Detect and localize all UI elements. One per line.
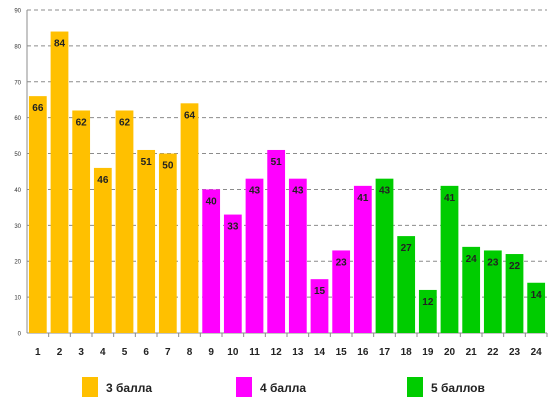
bar [397, 236, 416, 333]
legend-layer: 3 балла 4 балла 5 баллов [82, 377, 485, 397]
bar [440, 185, 459, 333]
y-tick-label: 60 [14, 116, 21, 122]
data-label: 22 [509, 261, 521, 272]
bar [180, 103, 199, 333]
bar [202, 189, 221, 333]
y-tick-label: 20 [14, 260, 21, 266]
bar [245, 178, 264, 333]
data-label: 50 [162, 161, 174, 172]
bar [483, 250, 502, 333]
x-tick-label: 8 [187, 347, 193, 358]
x-tick-label: 1 [35, 347, 41, 358]
bar [505, 254, 524, 333]
x-tick-label: 19 [422, 347, 434, 358]
bar [72, 110, 91, 333]
x-tick-label: 20 [444, 347, 456, 358]
data-label: 40 [206, 196, 218, 207]
bar [50, 31, 69, 334]
x-tick-label: 7 [165, 347, 171, 358]
x-tick-label: 14 [314, 347, 326, 358]
data-label: 66 [32, 103, 44, 114]
x-tick-label: 11 [249, 347, 260, 358]
bar [353, 185, 372, 333]
data-label: 12 [422, 297, 434, 308]
bar [93, 167, 112, 333]
x-tick-label: 15 [336, 347, 348, 358]
y-tick-label: 90 [14, 9, 21, 15]
data-label: 62 [119, 117, 131, 128]
data-label: 62 [76, 117, 88, 128]
bar [28, 96, 47, 333]
bar [527, 282, 546, 333]
data-label: 43 [379, 186, 391, 197]
data-label: 43 [292, 186, 304, 197]
x-tick-label: 16 [357, 347, 369, 358]
bar [115, 110, 134, 333]
y-tick-label: 50 [14, 152, 21, 158]
y-tick-label: 40 [14, 188, 21, 194]
data-label: 51 [141, 157, 153, 168]
bar [418, 289, 437, 333]
bar [137, 149, 156, 333]
data-label: 41 [444, 193, 456, 204]
y-tick-label: 80 [14, 44, 21, 50]
x-tick-label: 24 [531, 347, 543, 358]
data-label: 14 [531, 290, 543, 301]
legend-label: 3 балла [106, 381, 152, 395]
data-label: 64 [184, 110, 196, 121]
x-tick-label: 12 [271, 347, 283, 358]
data-label: 51 [271, 157, 283, 168]
legend-label: 4 балла [260, 381, 306, 395]
data-label: 43 [249, 186, 261, 197]
data-label: 24 [466, 254, 478, 265]
bar [310, 279, 329, 333]
data-label: 23 [487, 257, 499, 268]
legend-swatch [407, 377, 423, 397]
data-label: 33 [227, 222, 239, 233]
x-tick-label: 18 [401, 347, 413, 358]
bar [267, 149, 286, 333]
data-label: 27 [401, 243, 413, 254]
x-tick-label: 17 [379, 347, 391, 358]
x-tick-label: 13 [292, 347, 304, 358]
y-tick-label: 70 [14, 80, 21, 86]
y-tick-label: 10 [14, 296, 21, 302]
x-tick-label: 5 [122, 347, 128, 358]
bar-layer: 66 84 62 46 62 51 50 64 40 33 43 51 43 15 23 41 43 27 12 41… [28, 31, 546, 334]
bar [288, 178, 307, 333]
x-tick-label: 21 [466, 347, 478, 358]
x-tick-label: 3 [78, 347, 84, 358]
x-tick-label: 6 [143, 347, 149, 358]
data-label: 41 [357, 193, 369, 204]
data-label: 46 [97, 175, 109, 186]
data-label: 15 [314, 286, 326, 297]
bar [332, 250, 351, 333]
bar [158, 153, 177, 333]
data-label: 23 [336, 257, 348, 268]
x-tick-label: 22 [487, 347, 499, 358]
x-tick-label: 9 [208, 347, 214, 358]
x-tick-label: 2 [57, 347, 63, 358]
x-tick-label: 23 [509, 347, 521, 358]
bar [375, 178, 394, 333]
x-tick-label: 10 [227, 347, 239, 358]
legend-swatch [82, 377, 98, 397]
x-tick-label: 4 [100, 347, 106, 358]
grid-layer [27, 9, 547, 298]
y-tick-label: 30 [14, 224, 21, 230]
data-label: 84 [54, 39, 66, 50]
legend-swatch [236, 377, 252, 397]
legend-label: 5 баллов [431, 381, 485, 395]
y-tick-label: 0 [18, 332, 22, 338]
bar [462, 246, 481, 333]
bar [223, 214, 242, 333]
